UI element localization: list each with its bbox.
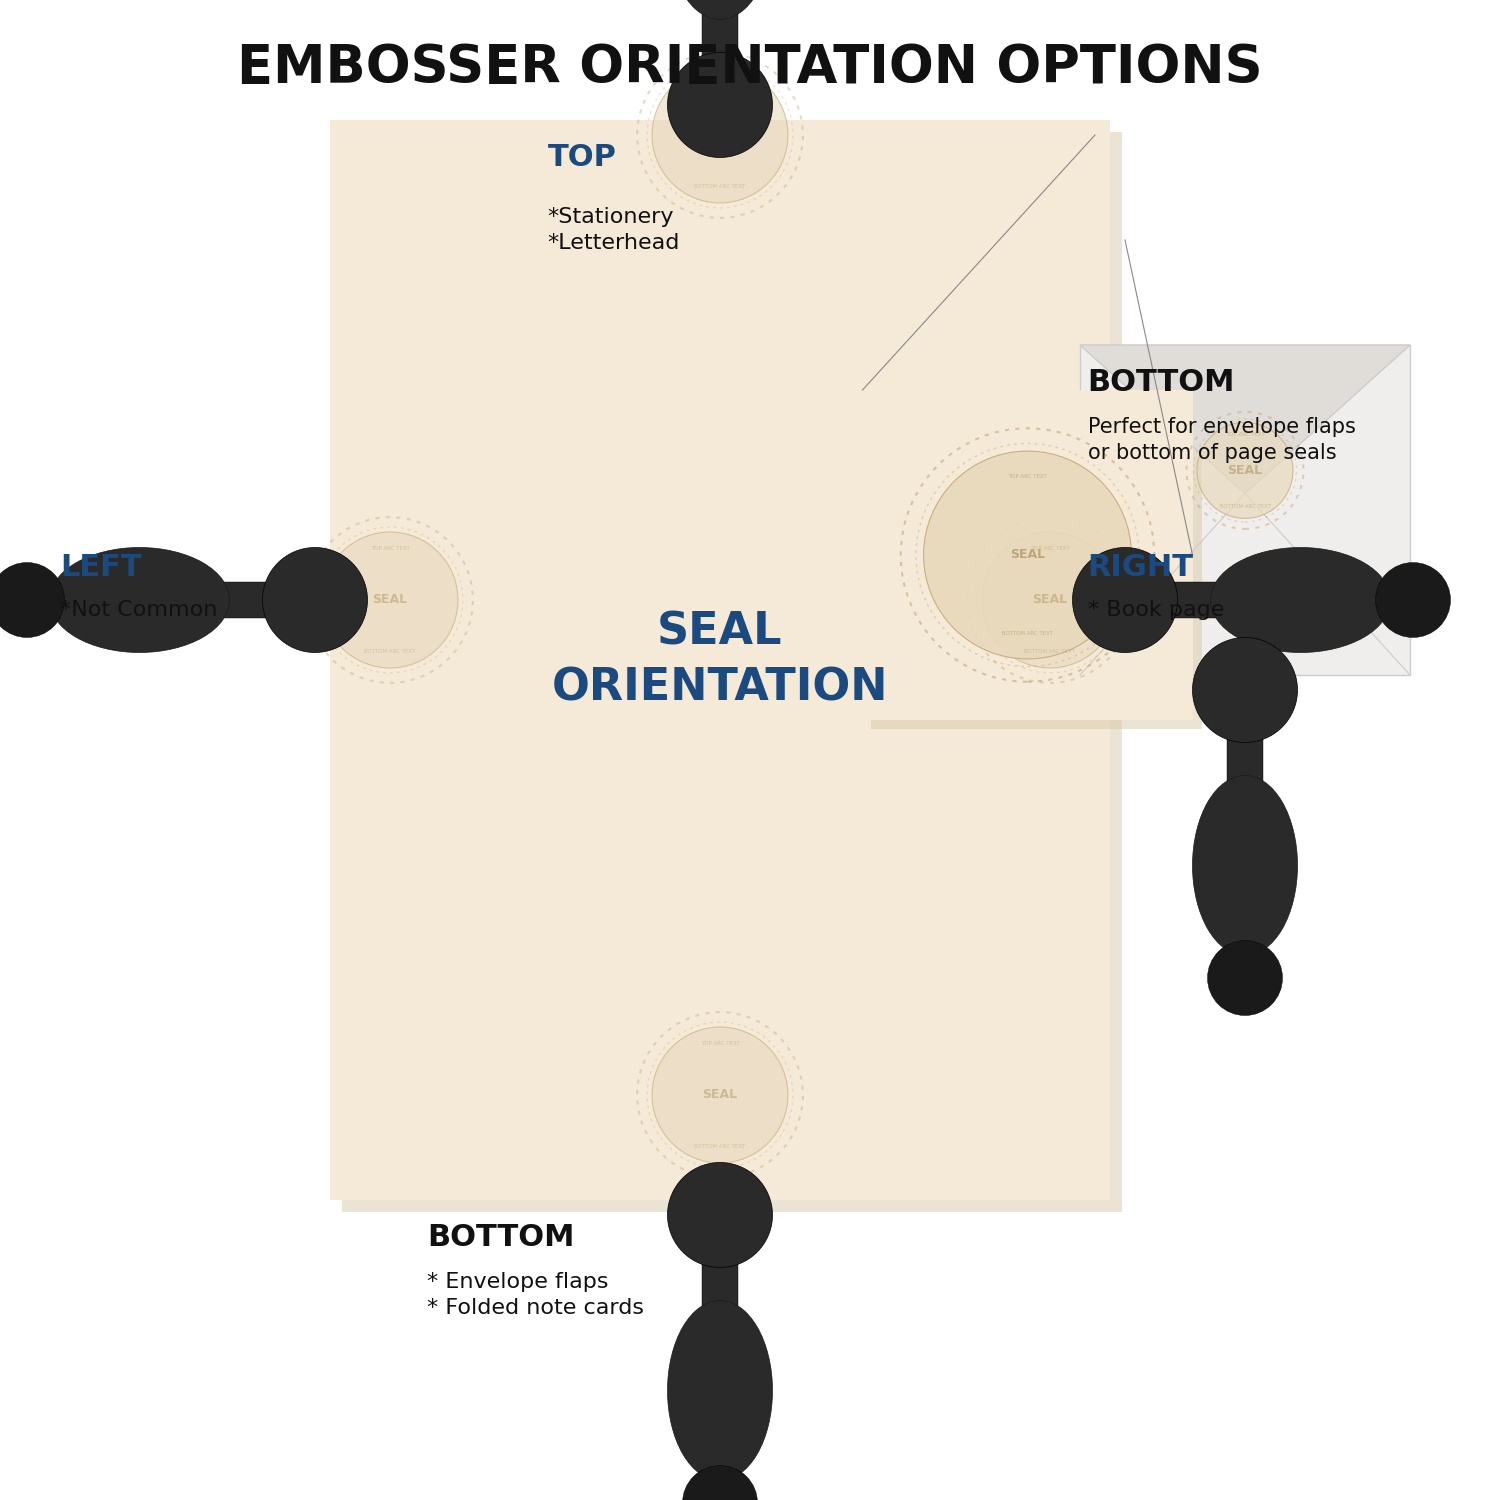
- Ellipse shape: [668, 1300, 772, 1480]
- Text: BOTTOM ARC TEXT: BOTTOM ARC TEXT: [1002, 632, 1053, 636]
- Text: LEFT: LEFT: [60, 552, 141, 582]
- Ellipse shape: [1210, 548, 1390, 652]
- Ellipse shape: [668, 0, 772, 20]
- Circle shape: [1197, 423, 1293, 519]
- Text: * Book page: * Book page: [1088, 600, 1224, 619]
- Circle shape: [1376, 562, 1450, 638]
- Text: *Stationery
*Letterhead: *Stationery *Letterhead: [548, 207, 680, 254]
- Text: SEAL: SEAL: [1010, 549, 1046, 561]
- Circle shape: [982, 532, 1118, 668]
- FancyBboxPatch shape: [330, 120, 1110, 1200]
- Circle shape: [322, 532, 458, 668]
- Text: SEAL: SEAL: [702, 1089, 738, 1101]
- Text: TOP: TOP: [548, 142, 616, 172]
- Text: BOTTOM ARC TEXT: BOTTOM ARC TEXT: [364, 650, 416, 654]
- Text: RIGHT: RIGHT: [1088, 552, 1194, 582]
- Text: BOTTOM ARC TEXT: BOTTOM ARC TEXT: [694, 184, 746, 189]
- Polygon shape: [1080, 345, 1410, 494]
- Text: SEAL: SEAL: [702, 129, 738, 141]
- FancyBboxPatch shape: [871, 399, 1202, 729]
- Text: TOP ARC TEXT: TOP ARC TEXT: [1008, 474, 1047, 478]
- FancyBboxPatch shape: [1173, 582, 1263, 618]
- Text: * Envelope flaps
* Folded note cards: * Envelope flaps * Folded note cards: [427, 1272, 645, 1318]
- Circle shape: [682, 1466, 758, 1500]
- Text: TOP ARC TEXT: TOP ARC TEXT: [1226, 432, 1264, 436]
- Text: SEAL: SEAL: [1032, 594, 1068, 606]
- Circle shape: [1208, 940, 1282, 1016]
- Circle shape: [0, 562, 64, 638]
- Text: TOP ARC TEXT: TOP ARC TEXT: [700, 81, 740, 86]
- Text: *Not Common: *Not Common: [60, 600, 217, 619]
- FancyBboxPatch shape: [862, 390, 1192, 720]
- FancyBboxPatch shape: [702, 1263, 738, 1353]
- FancyBboxPatch shape: [342, 132, 1122, 1212]
- FancyBboxPatch shape: [1080, 345, 1410, 675]
- Text: TOP ARC TEXT: TOP ARC TEXT: [1030, 546, 1069, 550]
- Text: TOP ARC TEXT: TOP ARC TEXT: [370, 546, 410, 550]
- Text: BOTTOM: BOTTOM: [427, 1222, 574, 1252]
- Text: BOTTOM ARC TEXT: BOTTOM ARC TEXT: [1220, 504, 1270, 509]
- Circle shape: [924, 452, 1131, 658]
- Circle shape: [652, 1028, 788, 1162]
- FancyBboxPatch shape: [702, 0, 738, 57]
- Circle shape: [668, 1162, 772, 1268]
- Circle shape: [668, 53, 772, 158]
- Text: SEAL: SEAL: [372, 594, 408, 606]
- Text: BOTTOM ARC TEXT: BOTTOM ARC TEXT: [1024, 650, 1075, 654]
- FancyBboxPatch shape: [1227, 738, 1263, 828]
- Ellipse shape: [1192, 776, 1298, 956]
- Text: BOTTOM ARC TEXT: BOTTOM ARC TEXT: [694, 1144, 746, 1149]
- FancyBboxPatch shape: [177, 582, 267, 618]
- Circle shape: [262, 548, 368, 652]
- Circle shape: [652, 68, 788, 203]
- Text: BOTTOM: BOTTOM: [1088, 368, 1234, 398]
- Text: SEAL: SEAL: [1227, 464, 1263, 477]
- Circle shape: [1192, 638, 1298, 742]
- Ellipse shape: [50, 548, 230, 652]
- Text: EMBOSSER ORIENTATION OPTIONS: EMBOSSER ORIENTATION OPTIONS: [237, 42, 1263, 93]
- Text: Perfect for envelope flaps
or bottom of page seals: Perfect for envelope flaps or bottom of …: [1088, 417, 1356, 464]
- Text: TOP ARC TEXT: TOP ARC TEXT: [700, 1041, 740, 1046]
- Text: SEAL
ORIENTATION: SEAL ORIENTATION: [552, 610, 888, 710]
- Circle shape: [1072, 548, 1178, 652]
